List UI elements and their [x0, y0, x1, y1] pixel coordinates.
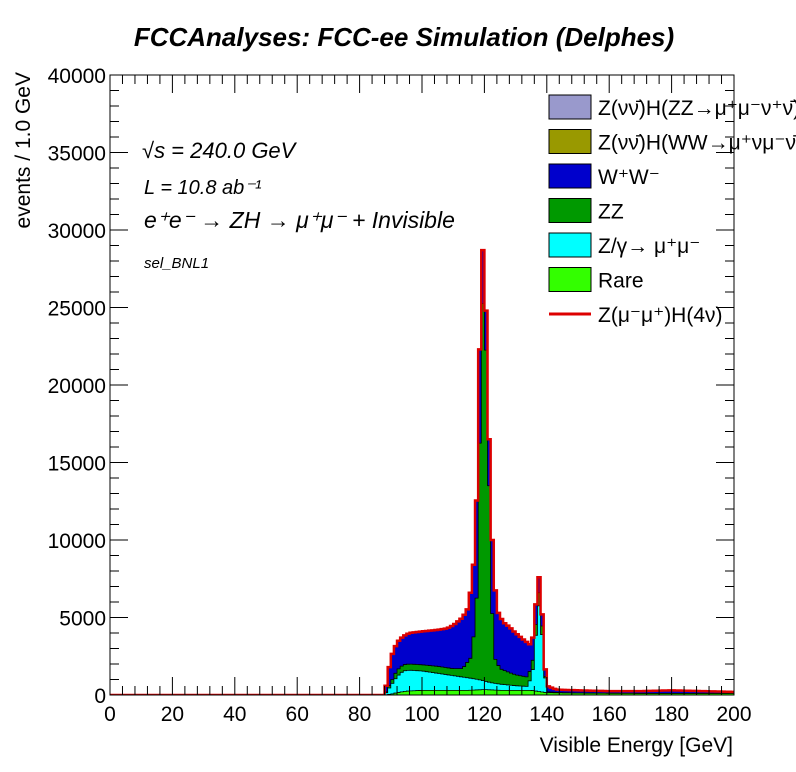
legend-entry: Rare: [548, 267, 644, 293]
annotation-energy: √s = 240.0 GeV: [142, 138, 298, 163]
legend-swatch: [548, 198, 592, 223]
legend-label: ZZ: [598, 201, 624, 224]
legend-label: Z/γ→ μ⁺μ⁻: [598, 235, 700, 258]
annotation-lumi: L = 10.8 ab⁻¹: [144, 177, 262, 199]
legend: Z(νν̄)H(ZZ→μ⁺μ⁻ν⁺ν̄) Z(νν̄)H(WW→μ⁺νμ⁻ν̄) W…: [548, 94, 796, 327]
chart-title: FCCAnalyses: FCC-ee Simulation (Delphes): [134, 22, 674, 52]
legend-swatch: [548, 267, 592, 292]
annotation-selection: sel_BNL1: [144, 255, 209, 272]
x-tick-label: 20: [161, 703, 184, 726]
x-tick-label: 0: [104, 703, 116, 726]
y-tick-label: 35000: [48, 143, 106, 166]
legend-label: Z(νν̄)H(ZZ→μ⁺μ⁻ν⁺ν̄): [598, 97, 796, 120]
x-tick-label: 140: [529, 703, 564, 726]
legend-label: Rare: [598, 270, 644, 293]
y-tick-label: 40000: [48, 65, 106, 88]
annotation-process: e⁺e⁻ → ZH → μ⁺μ⁻ + Invisible: [144, 207, 455, 233]
legend-entry: Z(μ⁻μ⁺)H(4ν): [549, 304, 723, 327]
legend-swatch: [548, 129, 592, 154]
legend-swatch: [548, 163, 592, 189]
legend-label: Z(νν̄)H(WW→μ⁺νμ⁻ν̄): [598, 132, 796, 155]
legend-label: Z(μ⁻μ⁺)H(4ν): [598, 304, 723, 327]
y-tick-label: 30000: [48, 220, 106, 243]
legend-swatch: [548, 94, 592, 120]
x-tick-label: 60: [286, 703, 309, 726]
x-tick-label: 120: [467, 703, 502, 726]
legend-swatch: [548, 232, 592, 258]
x-tick-label: 40: [223, 703, 246, 726]
legend-entry: ZZ: [548, 198, 624, 224]
x-tick-label: 100: [404, 703, 439, 726]
x-tick-label: 180: [654, 703, 689, 726]
axis-ticks: 0 20 40 60 80 100 120 140 160 180 200 0 5000 10000 150…: [48, 65, 752, 726]
y-tick-label: 0: [94, 685, 106, 708]
y-tick-label: 20000: [48, 375, 106, 398]
legend-label: W⁺W⁻: [598, 166, 660, 189]
x-tick-label: 200: [716, 703, 751, 726]
legend-entry: W⁺W⁻: [548, 163, 660, 189]
y-tick-label: 25000: [48, 298, 106, 321]
x-tick-label: 160: [592, 703, 627, 726]
x-tick-label: 80: [348, 703, 371, 726]
y-tick-label: 15000: [48, 453, 106, 476]
legend-entry: Z(νν̄)H(ZZ→μ⁺μ⁻ν⁺ν̄): [548, 94, 796, 120]
legend-entry: Z/γ→ μ⁺μ⁻: [548, 232, 700, 258]
y-tick-label: 5000: [59, 608, 106, 631]
legend-entry: Z(νν̄)H(WW→μ⁺νμ⁻ν̄): [548, 129, 796, 155]
y-tick-label: 10000: [48, 530, 106, 553]
y-axis-label: events / 1.0 GeV: [12, 72, 35, 228]
x-axis-label: Visible Energy [GeV]: [540, 734, 733, 757]
signal-line-layer: [110, 248, 734, 695]
signal-line: [110, 248, 734, 695]
